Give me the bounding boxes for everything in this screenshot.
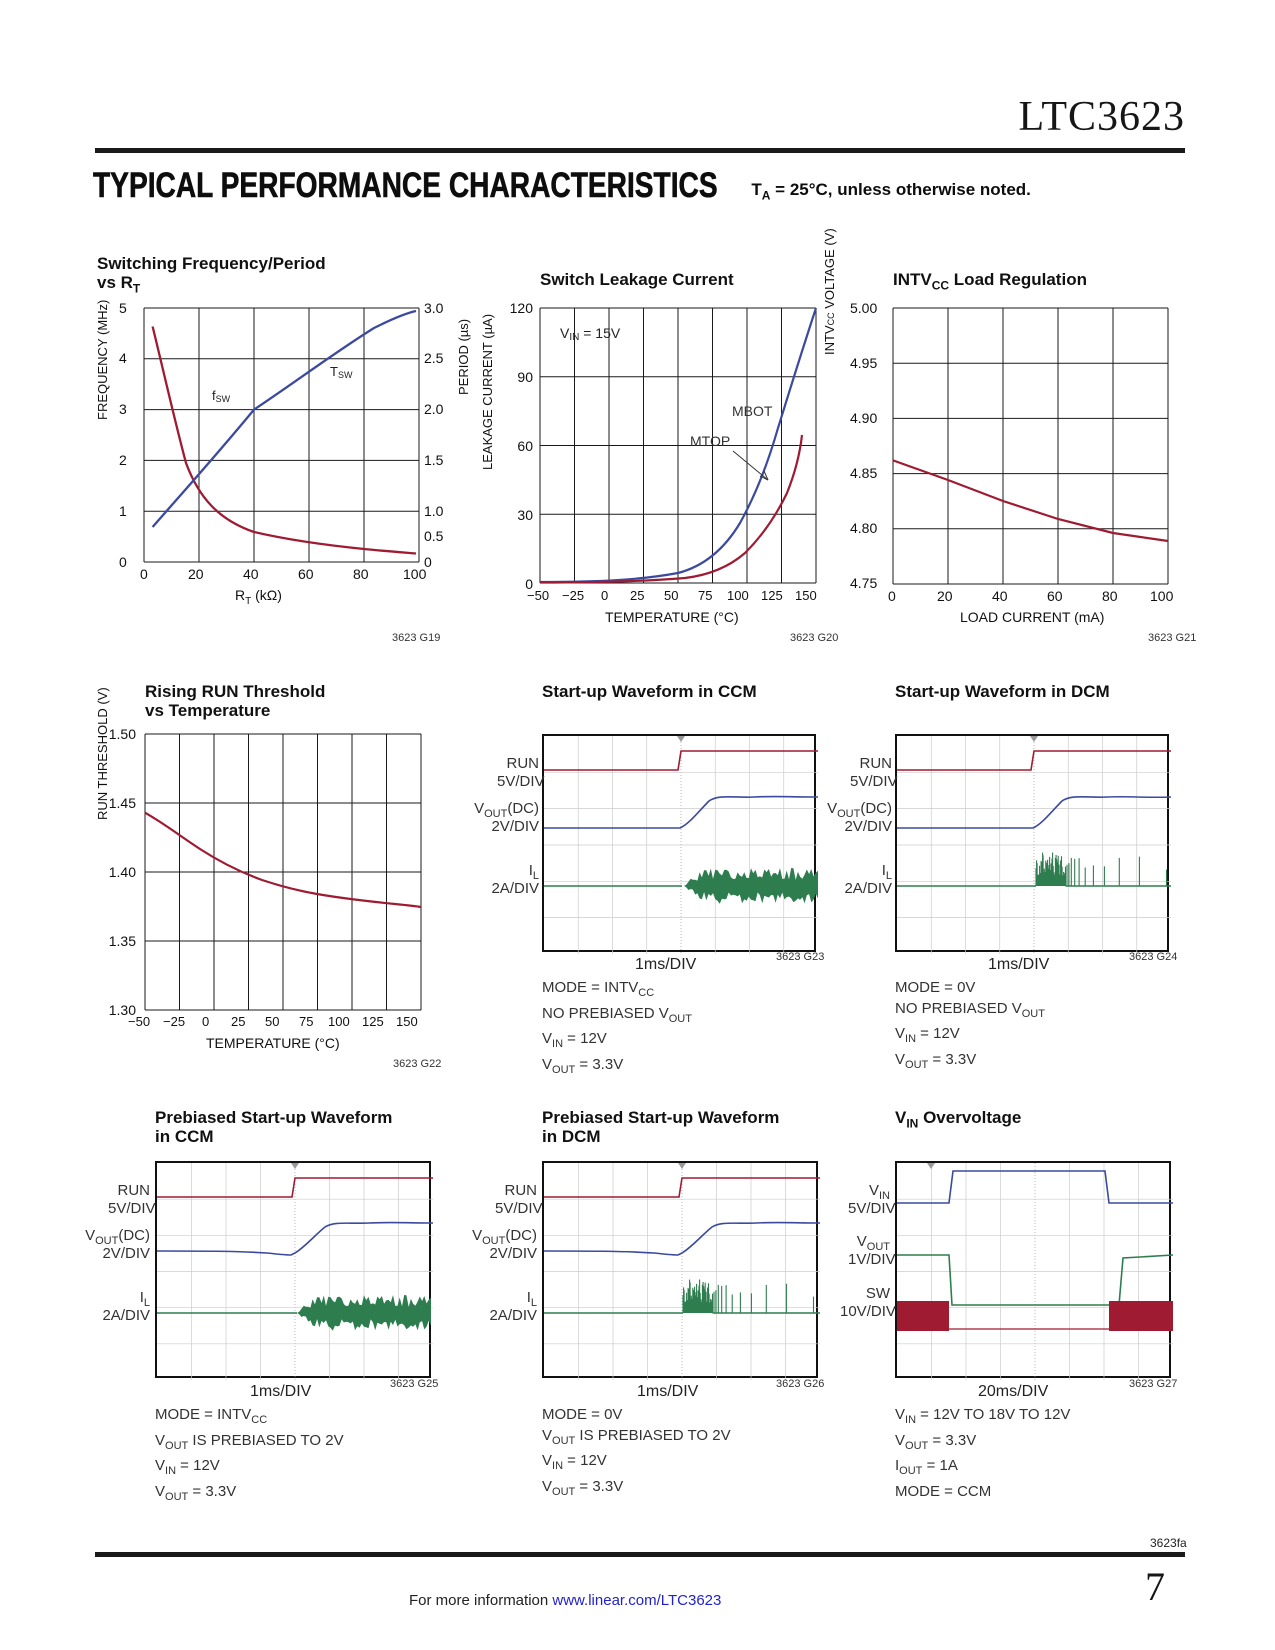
svg-text:MTOP: MTOP: [690, 433, 730, 449]
svg-text:TSW: TSW: [330, 364, 353, 380]
svg-text:fSW: fSW: [212, 388, 231, 404]
svg-text:MBOT: MBOT: [732, 403, 773, 419]
svg-text:VIN = 15V: VIN = 15V: [560, 325, 621, 343]
